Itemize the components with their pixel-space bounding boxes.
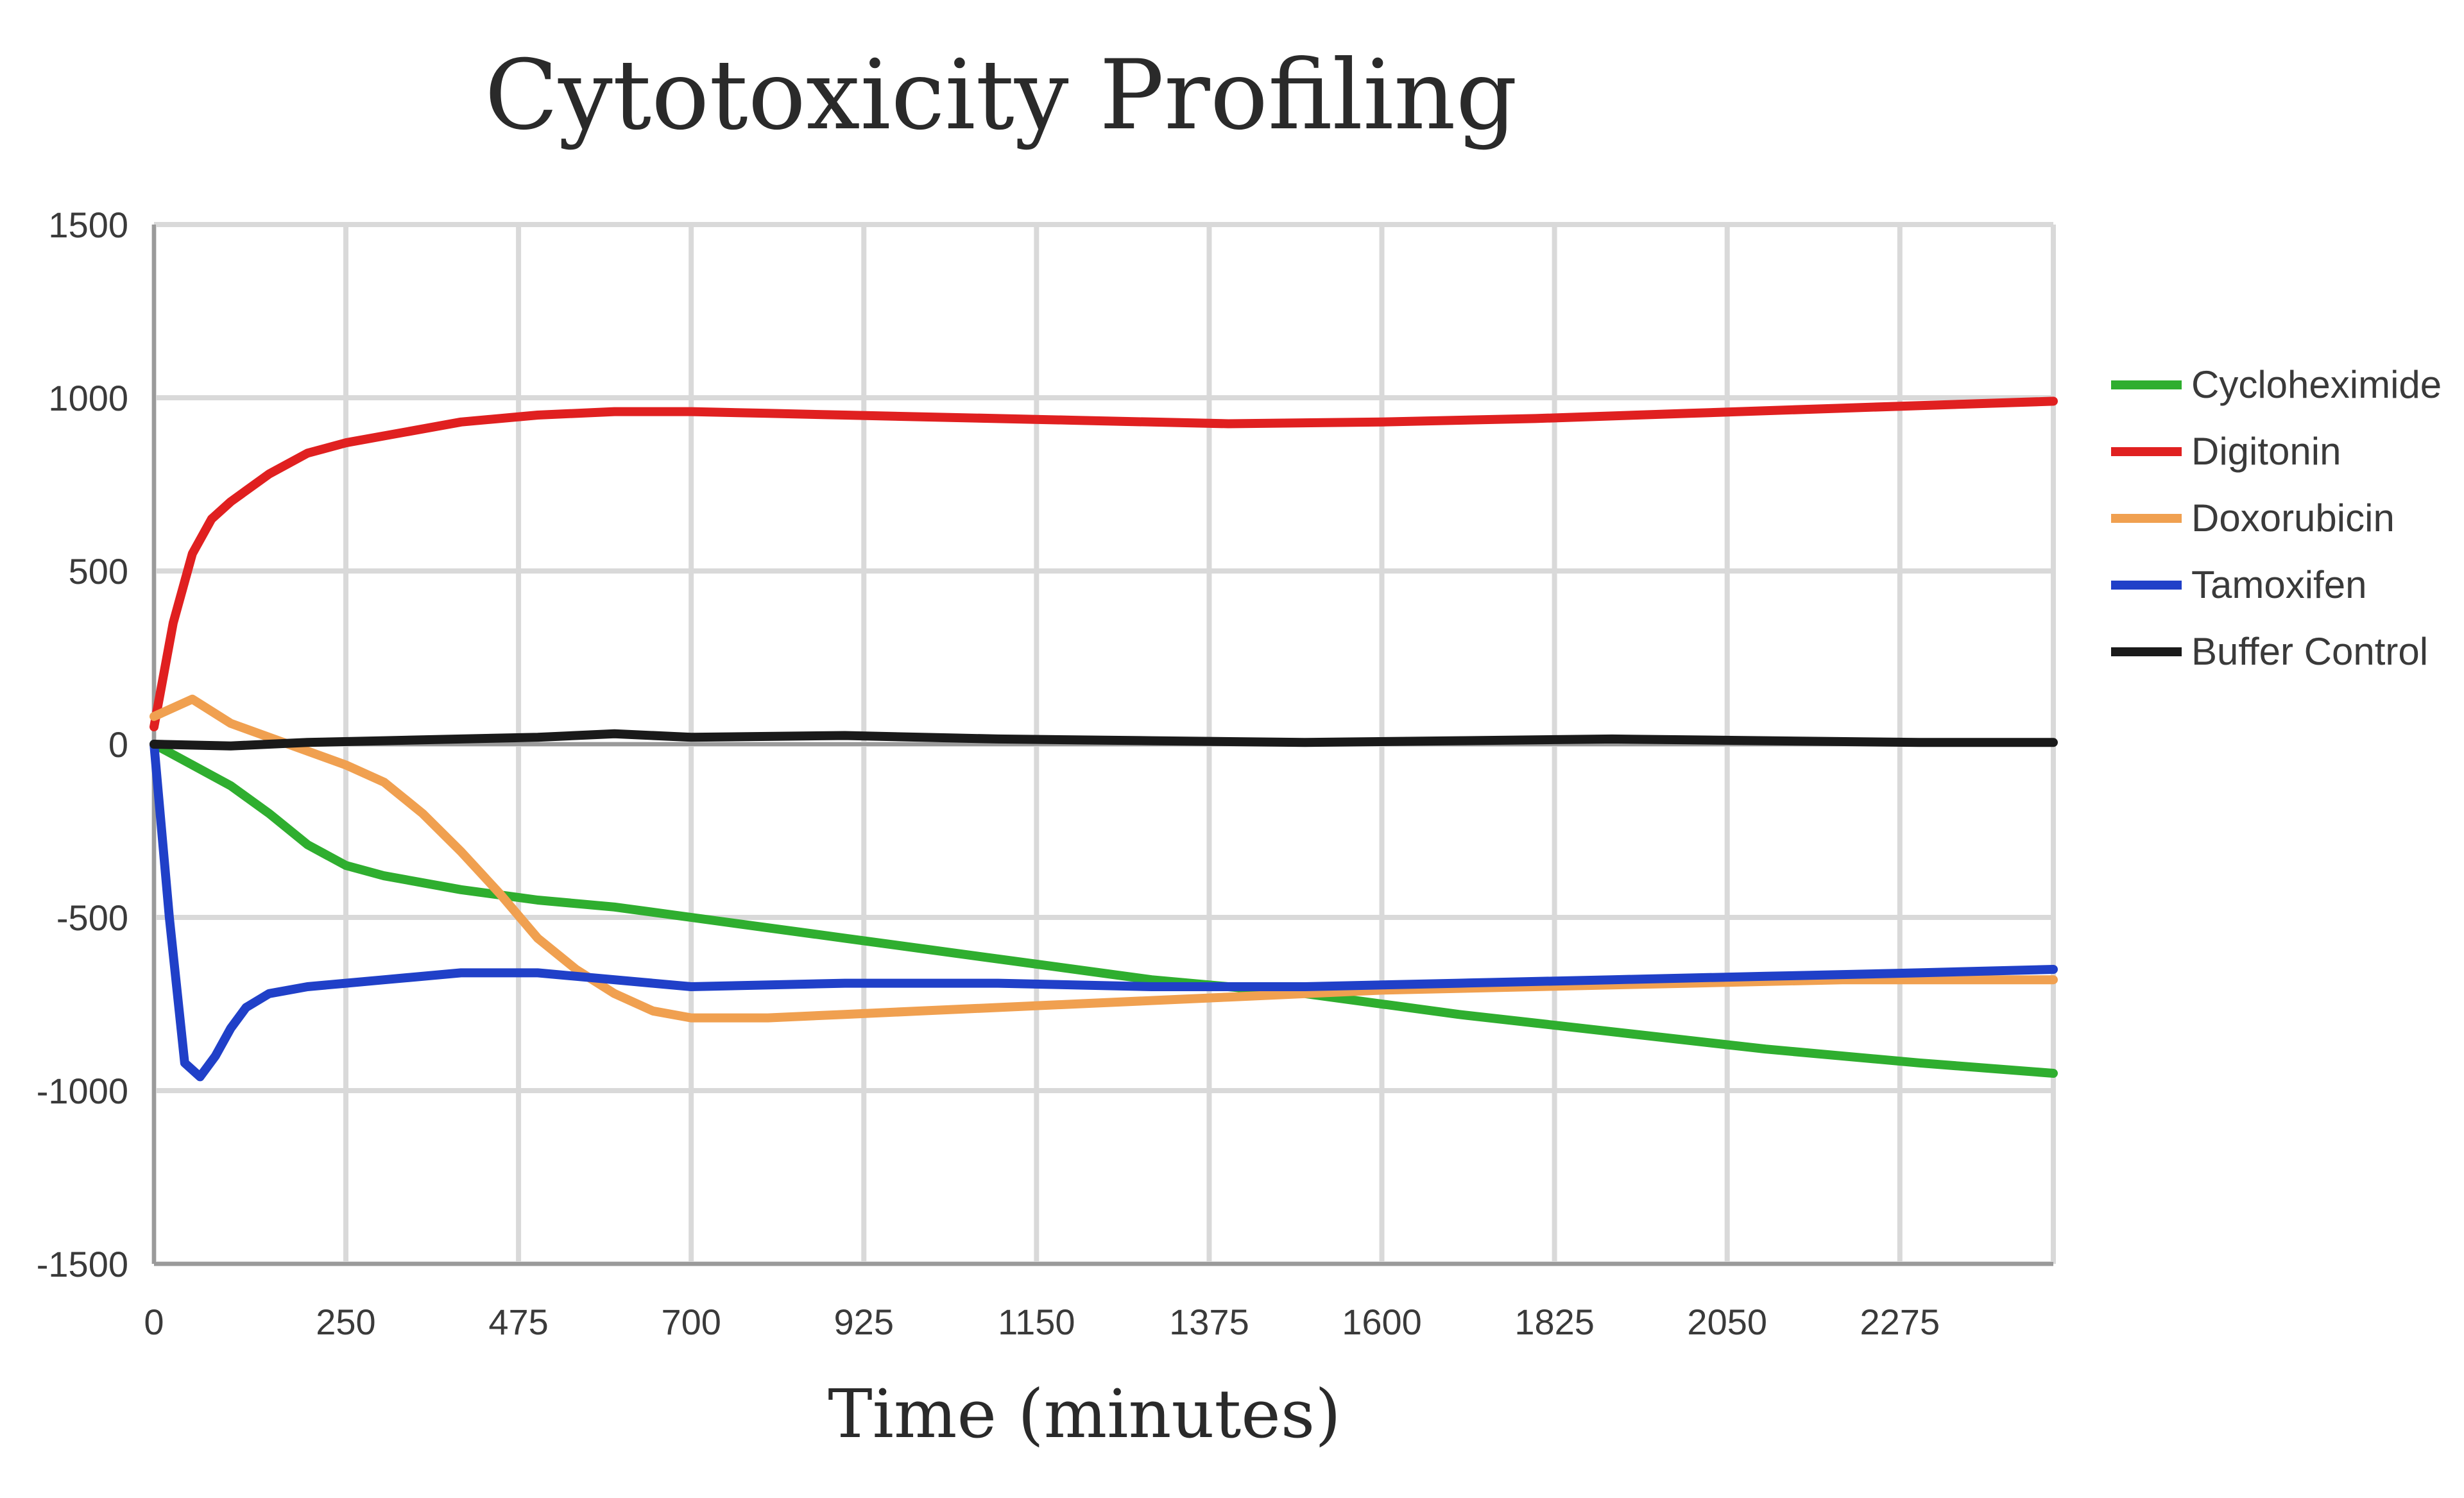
- x-tick-label: 700: [661, 1302, 721, 1342]
- x-tick-label: 475: [488, 1302, 548, 1342]
- x-tick-label: 1825: [1514, 1302, 1595, 1342]
- series-line-tamoxifen: [150, 740, 2058, 1082]
- y-tick-label: 0: [108, 724, 128, 765]
- legend-label-doxorubicin: Doxorubicin: [2191, 497, 2395, 540]
- data-series: [150, 396, 2058, 1082]
- y-tick-label: -500: [56, 898, 128, 938]
- x-tick-label: 0: [144, 1302, 164, 1342]
- x-tick-label: 2050: [1687, 1302, 1767, 1342]
- x-tick-label: 1150: [998, 1302, 1075, 1342]
- tick-labels: 1500 1000 500 0 -500 -1000 -1500 0 250 475 700 925 1…: [37, 205, 1940, 1342]
- legend-label-cycloheximide: Cycloheximide: [2191, 363, 2442, 406]
- series-line-cycloheximide: [150, 740, 2058, 1078]
- y-tick-label: -1000: [37, 1071, 128, 1111]
- y-tick-label: 1500: [48, 205, 128, 245]
- x-tick-label: 250: [316, 1302, 375, 1342]
- y-tick-label: 500: [69, 551, 128, 592]
- x-tick-label: 925: [834, 1302, 894, 1342]
- x-tick-label: 2275: [1860, 1302, 1940, 1342]
- series-line-digitonin: [150, 396, 2058, 731]
- legend-label-tamoxifen: Tamoxifen: [2191, 563, 2366, 606]
- y-tick-label: 1000: [48, 378, 128, 418]
- x-tick-label: 1375: [1169, 1302, 1249, 1342]
- x-tick-label: 1600: [1342, 1302, 1422, 1342]
- y-tick-label: -1500: [37, 1244, 128, 1284]
- legend: Cycloheximide Digitonin Doxorubicin Tamoxif…: [2111, 363, 2442, 673]
- chart-title: Cytotoxicity Profiling: [484, 40, 1518, 151]
- series-line-buffer-control: [150, 729, 2058, 751]
- legend-label-buffer-control: Buffer Control: [2191, 630, 2428, 673]
- legend-label-digitonin: Digitonin: [2191, 430, 2341, 473]
- x-axis-title: Time (minutes): [828, 1375, 1341, 1453]
